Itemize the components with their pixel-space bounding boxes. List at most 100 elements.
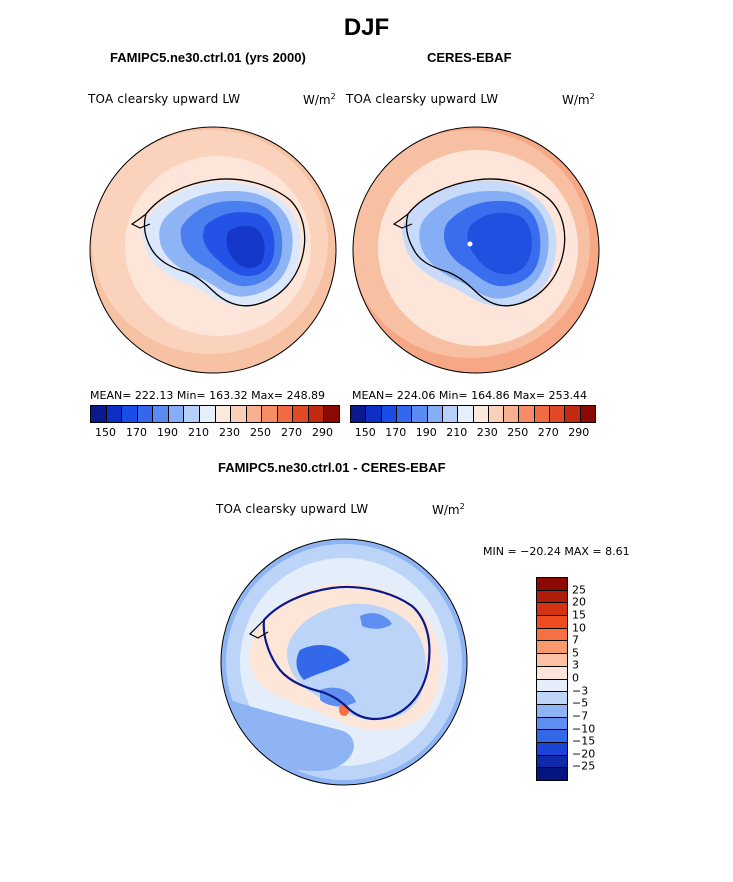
map-3-antarctica-coastline <box>262 585 431 720</box>
panel-1-colorbar-tick-label: 290 <box>312 426 333 439</box>
panel-3-colorbar-swatch <box>537 654 567 667</box>
map-1-fill <box>90 127 336 373</box>
panel-2-colorbar-swatch <box>366 406 382 422</box>
panel-3-colorbar-swatch <box>537 768 567 780</box>
panel-1-colorbar-swatch <box>137 406 154 422</box>
panel-1-colorbar-swatch <box>184 406 200 422</box>
panel-1-colorbar-tick-label: 190 <box>157 426 178 439</box>
panel-1-colorbar-tick-label: 170 <box>126 426 147 439</box>
panel-2-variable-label: TOA clearsky upward LW <box>346 92 499 106</box>
panel-2-colorbar-swatch <box>550 406 566 422</box>
panel-2-colorbar-tick-label: 250 <box>507 426 529 439</box>
map-2-antarctica-coastline <box>405 178 566 307</box>
panel-3-colorbar-swatch <box>537 692 567 705</box>
panel-3-title: FAMIPC5.ne30.ctrl.01 - CERES-EBAF <box>218 460 446 475</box>
map-1-peninsula-coastline <box>130 213 151 229</box>
panel-3-colorbar-tick-label: −20 <box>572 747 596 761</box>
panel-2-colorbar-swatch <box>396 406 413 422</box>
panel-2-colorbar-swatch <box>381 406 397 422</box>
panel-2-colorbar-swatch <box>534 406 551 422</box>
panel-1-colorbar-swatch <box>215 406 232 422</box>
panel-3-variable-label: TOA clearsky upward LW <box>216 502 369 516</box>
panel-3-colorbar-swatch <box>537 578 567 591</box>
panel-3-colorbar-swatch <box>537 628 567 642</box>
panel-2-colorbar-tick-label: 170 <box>385 426 407 439</box>
panel-3-colorbar-tick-label: −15 <box>572 734 596 748</box>
map-2-border <box>352 126 600 374</box>
panel-2-stats: MEAN= 224.06 Min= 164.86 Max= 253.44 <box>352 389 588 402</box>
panel-3-colorbar-swatch <box>537 679 567 693</box>
panel-3-colorbar-swatch <box>537 603 567 617</box>
panel-1-colorbar-tick-label: 230 <box>219 426 240 439</box>
panel-3-colorbar-swatch <box>537 717 567 731</box>
panel-2-colorbar-swatch <box>565 406 581 422</box>
panel-3-colorbar <box>536 577 568 781</box>
map-3-peninsula-coastline <box>248 619 269 639</box>
panel-3-colorbar-tick-label: −7 <box>572 709 589 723</box>
panel-3-colorbar-swatch <box>537 704 567 718</box>
panel-3-colorbar-tick-label: 0 <box>572 671 579 685</box>
map-1-antarctica-coastline <box>143 178 306 307</box>
panel-1-colorbar-tick-label: 210 <box>188 426 209 439</box>
panel-1-stats: MEAN= 222.13 Min= 163.32 Max= 248.89 <box>90 389 326 402</box>
panel-1-colorbar-swatch <box>106 406 123 422</box>
panel-1-colorbar-swatch <box>246 406 263 422</box>
panel-3-colorbar-tick-label: 3 <box>572 658 579 672</box>
panel-1-colorbar-swatch <box>199 406 216 422</box>
map-2-peninsula-coastline <box>392 213 413 229</box>
panel-3-colorbar-tick-label: −3 <box>572 684 589 698</box>
figure-title: DJF <box>343 14 390 41</box>
panel-3-stats: MIN = −20.24 MAX = 8.61 <box>483 545 630 558</box>
panel-3-colorbar-swatch <box>537 590 567 604</box>
panel-2-title: CERES-EBAF <box>427 50 512 65</box>
panel-3-colorbar-tick-label: 5 <box>572 646 579 660</box>
panel-3-colorbar-tick-label: 7 <box>572 633 579 647</box>
panel-2-colorbar-ticks: 150 170 190 210 230 250 270 290 <box>350 426 594 440</box>
panel-3-colorbar-tick-label: 25 <box>572 583 586 597</box>
panel-3-colorbar-tick-label: 20 <box>572 595 586 609</box>
panel-1-title: FAMIPC5.ne30.ctrl.01 (yrs 2000) <box>110 50 306 65</box>
panel-2-colorbar-swatch <box>427 406 443 422</box>
panel-2-colorbar-tick-label: 150 <box>354 426 376 439</box>
panel-1-unit-label: W/m2 <box>303 92 336 107</box>
panel-3-colorbar-swatch <box>537 755 567 769</box>
panel-1-colorbar-tick-label: 250 <box>250 426 271 439</box>
map-2-fill <box>353 127 599 373</box>
panel-3-colorbar-tick-label: −5 <box>572 696 589 710</box>
panel-2-colorbar-tick-label: 190 <box>415 426 437 439</box>
panel-1-colorbar-swatch <box>91 406 107 422</box>
panel-1-colorbar-swatch <box>168 406 185 422</box>
panel-3-colorbar-tick-label: −25 <box>572 759 596 773</box>
panel-1-colorbar-tick-label: 270 <box>281 426 302 439</box>
panel-1-colorbar-swatch <box>277 406 294 422</box>
panel-3-unit-label: W/m2 <box>432 502 465 517</box>
panel-3-colorbar-swatch <box>537 616 567 629</box>
panel-1-colorbar-swatch <box>122 406 138 422</box>
panel-2-colorbar-swatch <box>504 406 520 422</box>
panel-2-colorbar <box>350 405 596 423</box>
panel-2-unit-label: W/m2 <box>562 92 595 107</box>
panel-1-colorbar-swatch <box>262 406 278 422</box>
panel-1-colorbar-ticks: 150 170 190 210 230 250 270 290 <box>90 426 338 440</box>
panel-3-colorbar-swatch <box>537 730 567 743</box>
map-1-border <box>89 126 337 374</box>
panel-2-colorbar-swatch <box>351 406 367 422</box>
panel-2-colorbar-swatch <box>488 406 505 422</box>
panel-2-colorbar-swatch <box>458 406 474 422</box>
panel-3-colorbar-tick-label: 15 <box>572 608 586 622</box>
panel-1-colorbar-swatch <box>293 406 309 422</box>
panel-3-colorbar-swatch <box>537 742 567 756</box>
panel-2-colorbar-swatch <box>519 406 535 422</box>
panel-2-colorbar-tick-label: 290 <box>568 426 590 439</box>
panel-2-colorbar-tick-label: 230 <box>476 426 498 439</box>
panel-1-colorbar-tick-label: 150 <box>95 426 116 439</box>
panel-3-colorbar-tick-label: −10 <box>572 722 596 735</box>
panel-3-colorbar-swatch <box>537 641 567 655</box>
panel-3-colorbar-tick-label: 10 <box>572 621 586 634</box>
panel-3-colorbar-swatch <box>537 666 567 680</box>
panel-2-colorbar-swatch <box>412 406 428 422</box>
panel-2-colorbar-tick-label: 210 <box>446 426 468 439</box>
panel-1-colorbar-swatch <box>308 406 325 422</box>
panel-2-colorbar-swatch <box>580 406 595 422</box>
